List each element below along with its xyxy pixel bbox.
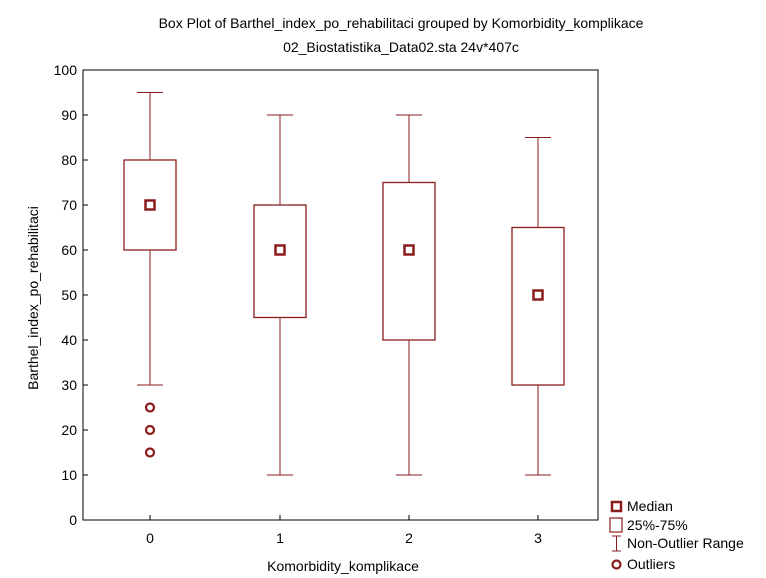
legend: Median 25%-75% Non-Outlier Range Outlier… — [609, 498, 744, 572]
y-tick-label: 90 — [61, 107, 77, 123]
y-tick-label: 40 — [61, 332, 77, 348]
y-axis-label: Barthel_index_po_rehabilitaci — [25, 206, 41, 390]
y-tick-label: 20 — [61, 422, 77, 438]
box-group-1 — [253, 114, 307, 476]
median-marker — [403, 244, 415, 256]
legend-box-label: 25%-75% — [627, 517, 688, 533]
y-axis: 0 10 20 30 40 50 60 70 80 90 100 — [54, 62, 88, 528]
y-tick-label: 100 — [54, 62, 78, 78]
median-marker — [532, 289, 544, 301]
median-marker — [274, 244, 286, 256]
box-group-3 — [511, 137, 565, 476]
plot-frame — [82, 69, 599, 521]
chart-title: Box Plot of Barthel_index_po_rehabilitac… — [159, 15, 644, 31]
legend-median-label: Median — [627, 498, 673, 514]
legend-outlier-label: Outliers — [627, 556, 675, 572]
legend-box-icon — [609, 517, 623, 533]
y-tick-label: 70 — [61, 197, 77, 213]
iqr-box — [253, 204, 307, 319]
outlier-point — [144, 447, 156, 458]
x-tick-label: 3 — [534, 530, 542, 546]
y-tick-label: 30 — [61, 377, 77, 393]
y-tick-label: 10 — [61, 467, 77, 483]
x-tick-label: 2 — [405, 530, 413, 546]
iqr-box — [511, 226, 565, 386]
y-tick-label: 0 — [69, 512, 77, 528]
legend-whisker-icon — [612, 535, 621, 552]
iqr-box — [382, 181, 436, 341]
x-axis-label: Komorbidity_komplikace — [267, 558, 419, 574]
iqr-box — [123, 159, 177, 251]
x-axis: 0 1 2 3 — [146, 515, 542, 546]
legend-whisker-label: Non-Outlier Range — [627, 535, 744, 551]
legend-median-icon — [610, 500, 623, 513]
box-group-0 — [123, 92, 177, 458]
y-tick-label: 50 — [61, 287, 77, 303]
box-series — [123, 92, 565, 476]
chart-subtitle: 02_Biostatistika_Data02.sta 24v*407c — [283, 39, 519, 55]
x-tick-label: 1 — [276, 530, 284, 546]
legend-outlier-icon — [611, 559, 622, 570]
outlier-point — [144, 402, 156, 413]
x-tick-label: 0 — [146, 530, 154, 546]
outlier-point — [144, 424, 156, 436]
box-group-2 — [382, 114, 436, 476]
y-tick-label: 60 — [61, 242, 77, 258]
median-marker — [144, 199, 156, 211]
y-tick-label: 80 — [61, 152, 77, 168]
